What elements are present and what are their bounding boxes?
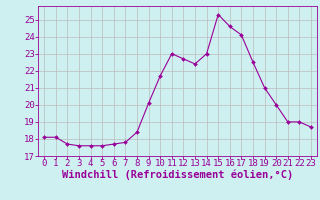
X-axis label: Windchill (Refroidissement éolien,°C): Windchill (Refroidissement éolien,°C) (62, 170, 293, 180)
